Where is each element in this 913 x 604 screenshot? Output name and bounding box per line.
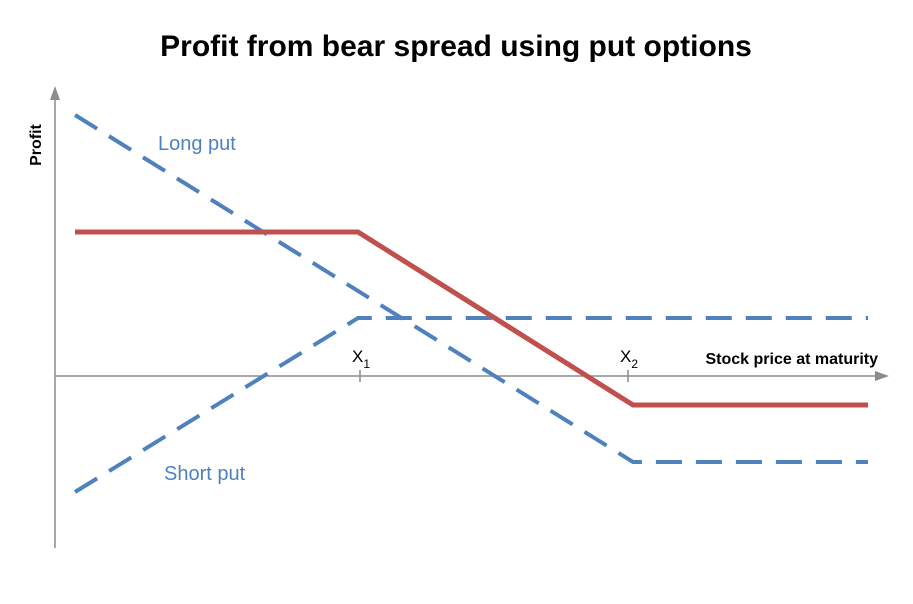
strike-text: X — [352, 347, 363, 366]
x-axis-arrow — [875, 371, 889, 381]
strike-subscript: 1 — [363, 357, 370, 371]
long-put-line — [73, 113, 868, 464]
curve-label: Short put — [164, 463, 246, 485]
x-axis-label: Stock price at maturity — [706, 351, 879, 368]
bear-spread-line — [75, 229, 868, 408]
title: Profit from bear spread using put option… — [160, 30, 752, 63]
curve-label: Long put — [158, 133, 236, 155]
short-put-line — [73, 316, 868, 494]
strike-subscript: 2 — [631, 357, 638, 371]
strike-label: X2 — [620, 347, 638, 371]
strike-label: X1 — [352, 347, 370, 371]
y-axis-label: Profit — [28, 123, 45, 165]
y-axis-arrow — [50, 86, 60, 100]
strike-text: X — [620, 347, 631, 366]
